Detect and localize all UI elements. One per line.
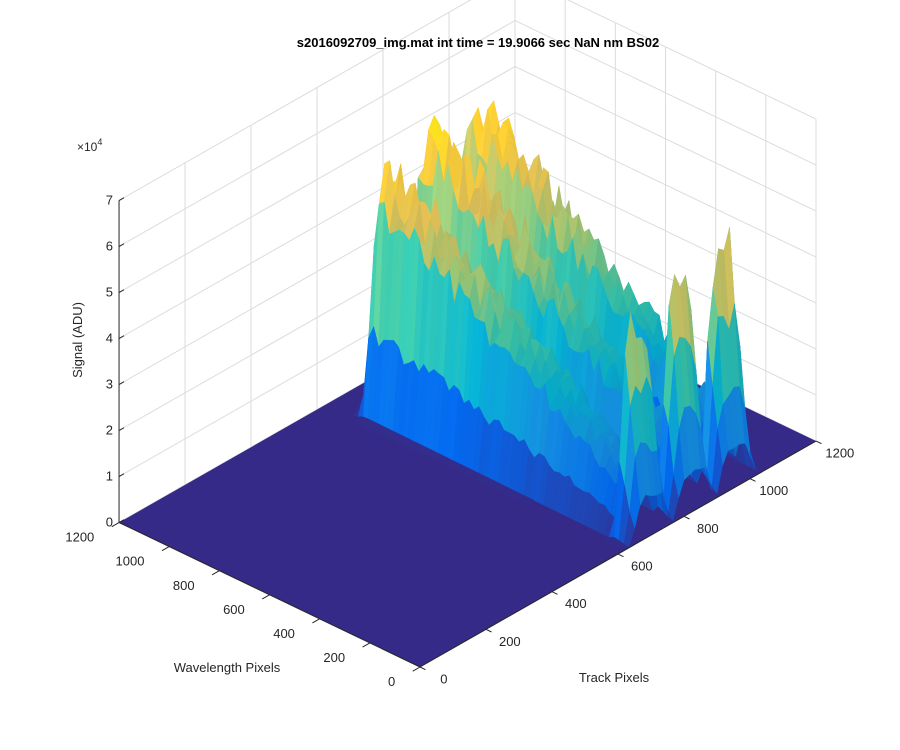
- y-tick: [111, 522, 120, 528]
- z-tick: [118, 519, 125, 523]
- grid-line: [514, 112, 817, 258]
- grid-line: [514, 20, 817, 166]
- x-tick-label: 1200: [825, 445, 854, 460]
- z-tick: [118, 473, 125, 477]
- x-tick-label: 400: [565, 596, 587, 611]
- chart-title: s2016092709_img.mat int time = 19.9066 s…: [297, 35, 659, 50]
- x-tick: [617, 553, 624, 558]
- y-tick: [362, 642, 371, 648]
- z-tick: [118, 289, 125, 293]
- grid-line: [118, 66, 516, 293]
- z-exponent-label: ×104: [77, 137, 102, 154]
- z-tick: [118, 243, 125, 247]
- grid-line: [566, 0, 817, 120]
- y-tick-label: 600: [223, 602, 245, 617]
- surface-patch: [613, 540, 625, 549]
- z-tick-label: 1: [106, 469, 113, 484]
- x-tick-label: 600: [631, 558, 653, 573]
- x-tick: [749, 478, 756, 482]
- x-tick: [551, 591, 558, 595]
- z-tick-label: 0: [106, 515, 113, 530]
- y-tick-label: 0: [388, 674, 395, 689]
- grid-line: [118, 20, 516, 247]
- y-tick: [412, 666, 421, 672]
- z-tick-label: 4: [106, 331, 113, 346]
- grid-line: [118, 0, 472, 201]
- x-tick: [419, 666, 426, 671]
- y-tick: [161, 546, 170, 552]
- x-axis-label: Track Pixels: [579, 670, 650, 685]
- x-tick-label: 200: [499, 634, 521, 649]
- z-tick-label: 3: [106, 377, 113, 392]
- z-tick-label: 2: [106, 423, 113, 438]
- surface-patch: [522, 497, 535, 506]
- y-tick: [211, 570, 220, 576]
- grid-line: [514, 158, 817, 304]
- z-tick-label: 5: [106, 285, 113, 300]
- x-tick: [683, 515, 690, 520]
- z-tick: [118, 335, 125, 339]
- y-tick: [262, 594, 270, 600]
- y-tick-label: 1200: [65, 530, 94, 545]
- z-tick: [118, 427, 125, 431]
- z-tick-label: 6: [106, 239, 113, 254]
- z-tick: [118, 197, 125, 201]
- y-tick: [312, 618, 320, 624]
- grid-line: [514, 66, 817, 212]
- surface: [119, 100, 817, 667]
- axis-ticks: 0200400600800100012000200400600800100012…: [65, 193, 854, 690]
- y-tick-label: 200: [323, 650, 345, 665]
- y-tick-label: 800: [173, 578, 195, 593]
- z-tick: [118, 381, 125, 385]
- x-tick: [815, 440, 822, 445]
- y-tick-label: 400: [273, 626, 295, 641]
- x-tick: [485, 628, 492, 633]
- x-tick-label: 800: [697, 521, 719, 536]
- surface-patch: [623, 512, 635, 548]
- x-tick-label: 1000: [759, 483, 788, 498]
- y-tick-label: 1000: [116, 554, 145, 569]
- y-axis-label: Wavelength Pixels: [174, 660, 281, 675]
- x-tick-label: 0: [440, 671, 447, 686]
- z-tick-label: 7: [106, 193, 113, 208]
- z-axis-label: Signal (ADU): [70, 302, 85, 378]
